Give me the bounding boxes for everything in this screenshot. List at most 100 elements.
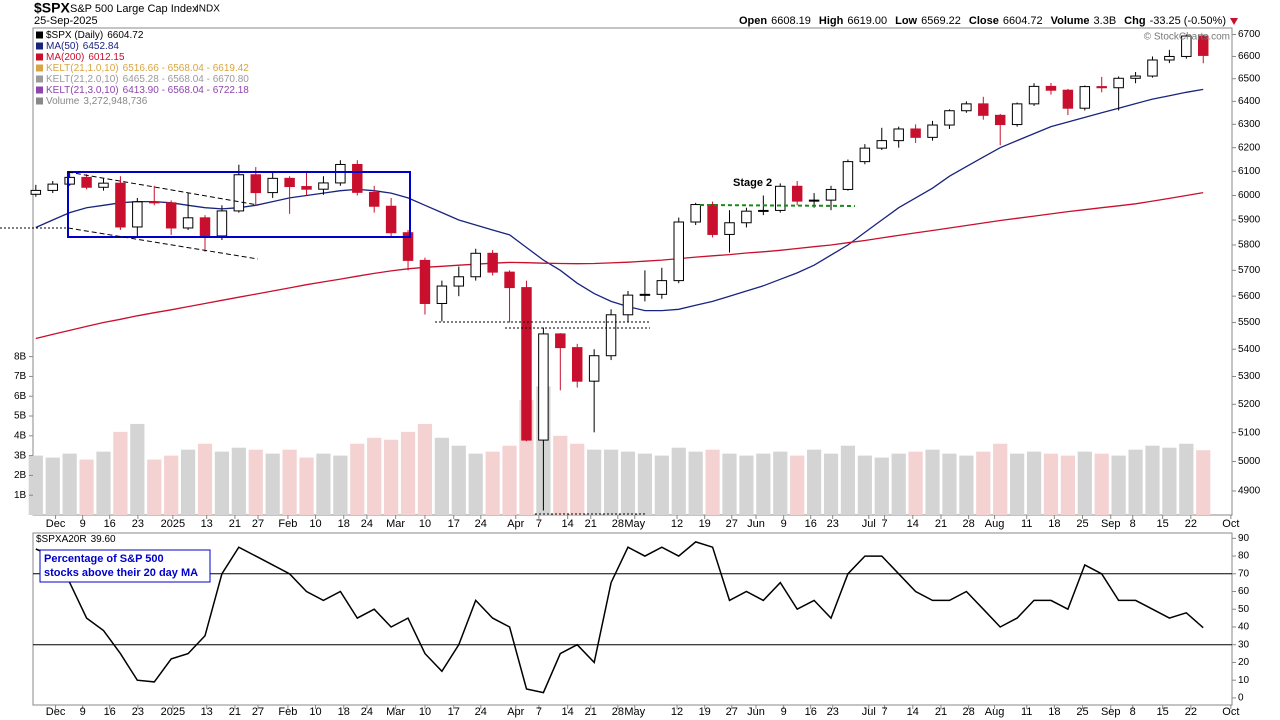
- candle-body: [1113, 77, 1124, 89]
- annotations: Stage 2 Percentage of S&P 500 stocks abo…: [0, 171, 856, 583]
- ma-line: [35, 191, 1204, 340]
- x-tick-label: 22: [1185, 706, 1197, 718]
- volume-bar: [637, 453, 653, 515]
- chart-date: 25-Sep-2025: [34, 15, 98, 27]
- volume-bar: [553, 435, 568, 515]
- candle-body: [1062, 89, 1074, 109]
- candle-body: [436, 285, 448, 304]
- volume-bar: [1094, 453, 1109, 515]
- x-tick-label: 14: [907, 518, 919, 530]
- y-tick-label: 6600: [1238, 51, 1261, 62]
- y-tick-label: 5900: [1238, 215, 1261, 226]
- x-tick-label: 23: [827, 518, 839, 530]
- x-tick-label: 21: [585, 518, 597, 530]
- stage-label: Stage 2: [733, 177, 772, 189]
- volume-bar: [1043, 453, 1059, 515]
- volume-bar: [790, 455, 805, 515]
- legend-value: 6604.72: [107, 30, 144, 41]
- x-tick-label: 12: [671, 706, 683, 718]
- candle-body: [165, 202, 177, 229]
- candle-body: [555, 333, 566, 349]
- candle-body: [1028, 85, 1040, 105]
- candle-body: [267, 177, 278, 194]
- y-tick-label: 5600: [1238, 291, 1261, 302]
- candle-body: [876, 140, 888, 149]
- volume-bar: [1060, 455, 1075, 515]
- stat-value: 6569.22: [921, 15, 961, 27]
- legend-entry: KELT(21,1.0,10) 6516.66 - 6568.04 - 6619.…: [46, 63, 249, 74]
- candle-body: [385, 205, 397, 234]
- x-tick-label: 25: [1076, 518, 1088, 530]
- x-tick-label: Apr: [507, 518, 524, 530]
- legend-value: 6452.84: [83, 41, 120, 52]
- y2-tick-label: 1B: [14, 490, 27, 501]
- candle-body: [233, 174, 245, 212]
- y2-tick-label: 6B: [14, 391, 27, 402]
- legend-entry: KELT(21,3.0,10) 6413.90 - 6568.04 - 6722.…: [46, 85, 249, 96]
- candle-body: [402, 232, 414, 261]
- x-tick-label: 18: [1048, 706, 1060, 718]
- y-tick-label: 90: [1238, 533, 1250, 544]
- candle-body: [1198, 35, 1209, 56]
- volume-bar: [908, 451, 923, 515]
- stage-line: [699, 204, 856, 207]
- legend-swatch: [36, 86, 43, 94]
- candle-body: [419, 259, 431, 304]
- candle-body: [250, 174, 262, 194]
- x-tick-label: Jul: [862, 518, 876, 530]
- x-tick-label: 9: [781, 518, 787, 530]
- stat-value: 6604.72: [1003, 15, 1043, 27]
- candle-body: [825, 188, 837, 201]
- volume-bar: [603, 449, 619, 515]
- candle-body: [978, 103, 989, 116]
- x-tick-label: 21: [935, 518, 947, 530]
- candle-body: [994, 114, 1006, 126]
- indicator-name: $SPXA20R: [36, 534, 87, 545]
- volume-bar: [164, 455, 179, 515]
- volume-bar: [1026, 451, 1042, 515]
- x-tick-label: 10: [419, 518, 431, 530]
- x-tick-label: 28: [612, 518, 624, 530]
- x-tick-label: 21: [585, 706, 597, 718]
- y-tick-label: 6400: [1238, 96, 1261, 107]
- volume-bar: [265, 453, 280, 515]
- volume-bar: [671, 447, 686, 515]
- volume-bar: [654, 455, 669, 515]
- stat-value: 3.3B: [1094, 15, 1117, 27]
- candle-body: [588, 355, 600, 382]
- candle-body: [758, 209, 769, 212]
- legend-entry: KELT(21,2.0,10) 6465.28 - 6568.04 - 6670.…: [46, 74, 249, 85]
- x-tick-label: Sep: [1101, 706, 1121, 718]
- x-tick-label: May: [624, 518, 645, 530]
- legend-swatch: [36, 64, 43, 72]
- candle-body: [132, 201, 143, 228]
- x-tick-label: 28: [612, 706, 624, 718]
- x-tick-label: 13: [201, 706, 213, 718]
- y-tick-label: 30: [1238, 639, 1250, 650]
- candle-body: [893, 128, 904, 142]
- candle-body: [605, 314, 617, 357]
- y-tick-label: 5800: [1238, 240, 1261, 251]
- volume-bar: [1179, 443, 1194, 515]
- watermark: © StockCharts.com: [1144, 32, 1230, 43]
- volume-bar: [147, 459, 162, 515]
- x-tick-label: 2025: [161, 706, 185, 718]
- index-name: S&P 500 Large Cap Index: [70, 3, 198, 15]
- volume-layer: [28, 386, 1211, 515]
- volume-bar: [1010, 453, 1025, 515]
- x-tick-label: 11: [1021, 518, 1032, 530]
- y-tick-label: 6200: [1238, 142, 1261, 153]
- candle-body: [1079, 86, 1091, 109]
- x-tick-label: 19: [699, 518, 711, 530]
- volume-bar: [773, 451, 788, 515]
- x-tick-label: Oct: [1222, 518, 1239, 530]
- candle-body: [1181, 35, 1192, 57]
- candle-body: [1130, 75, 1141, 79]
- y-tick-label: 5300: [1238, 371, 1261, 382]
- x-tick-label: 21: [229, 706, 241, 718]
- x-tick-label: 8: [1130, 518, 1136, 530]
- candle-body: [453, 276, 465, 287]
- legend-entry: Volume 3,272,948,736: [46, 96, 148, 107]
- candle-body: [182, 217, 194, 229]
